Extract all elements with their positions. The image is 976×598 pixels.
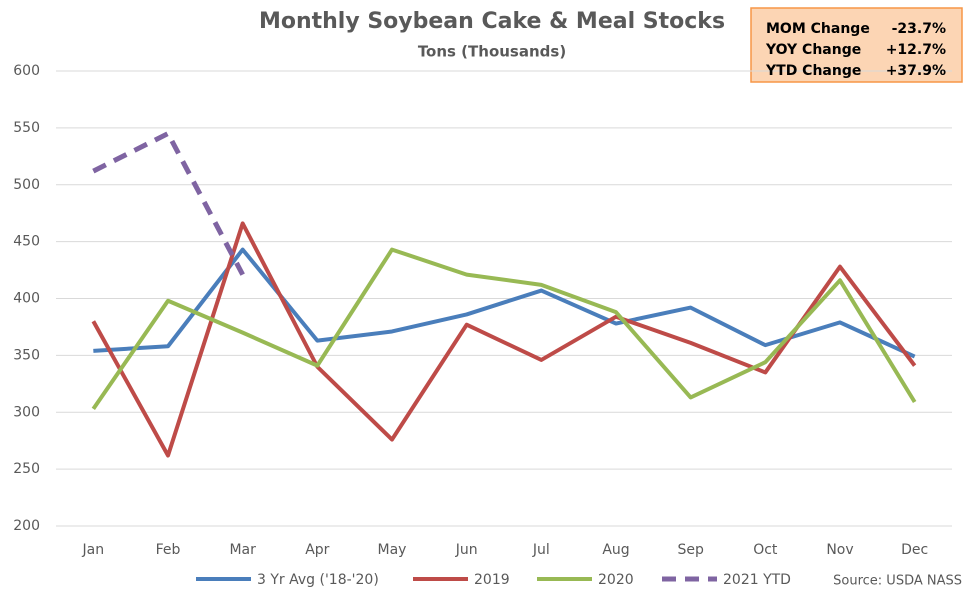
x-tick-label: Oct: [753, 542, 778, 558]
y-tick-label: 500: [13, 177, 40, 193]
y-tick-label: 450: [13, 234, 40, 250]
series-line: [92, 131, 245, 276]
legend-label: 3 Yr Avg ('18-'20): [257, 572, 379, 588]
x-tick-label: Jul: [532, 542, 550, 558]
x-tick-label: Jan: [82, 542, 105, 558]
legend-label: 2021 YTD: [723, 572, 791, 588]
x-tick-label: Feb: [156, 542, 181, 558]
info-box: [750, 7, 963, 83]
info-label: MOM Change: [766, 21, 870, 37]
info-value: +37.9%: [886, 63, 946, 79]
y-tick-label: 550: [13, 120, 40, 136]
x-tick-label: Aug: [602, 542, 629, 558]
source: Source: USDA NASS: [833, 574, 962, 589]
chart-subtitle: Tons (Thousands): [418, 43, 566, 61]
y-tick-label: 200: [13, 518, 40, 534]
chart-title: Monthly Soybean Cake & Meal Stocks: [259, 9, 725, 34]
y-tick-label: 300: [13, 404, 40, 420]
y-tick-label: 600: [13, 63, 40, 79]
info-label: YTD Change: [765, 63, 861, 79]
series-line: [91, 247, 917, 410]
legend-label: 2020: [598, 572, 634, 588]
x-tick-label: May: [378, 542, 407, 558]
x-tick-label: Nov: [826, 542, 853, 558]
x-tick-label: Apr: [305, 542, 329, 558]
series-line: [91, 221, 917, 458]
x-tick-label: Dec: [901, 542, 928, 558]
info-value: +12.7%: [886, 42, 946, 58]
y-tick-label: 350: [13, 347, 40, 363]
y-tick-label: 400: [13, 291, 40, 307]
legend-label: 2019: [474, 572, 510, 588]
info-value: -23.7%: [892, 21, 946, 37]
info-label: YOY Change: [765, 42, 861, 58]
x-tick-label: Jun: [455, 542, 478, 558]
x-tick-label: Sep: [677, 542, 704, 558]
y-tick-label: 250: [13, 461, 40, 477]
x-tick-label: Mar: [229, 542, 256, 558]
